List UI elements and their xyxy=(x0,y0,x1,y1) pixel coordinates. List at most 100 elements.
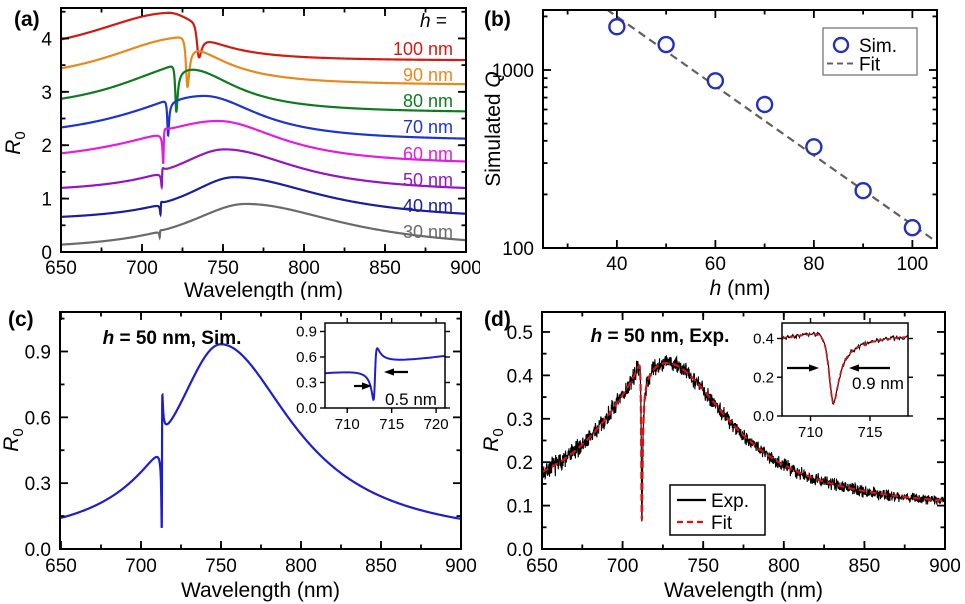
tspan: 900 xyxy=(445,556,477,577)
sim-data-point xyxy=(755,95,774,114)
panel-label-a: (a) xyxy=(14,8,40,31)
y-tick-label: 4 xyxy=(41,29,52,50)
tspan: 650 xyxy=(526,556,558,577)
inset-zoom: 710 715 720 0.0 0.3 0.6 0.9 0.5 nm xyxy=(296,318,450,433)
tspan: 60 xyxy=(705,254,726,275)
series-label-90nm: 90 nm xyxy=(403,65,453,85)
inset-plot-area xyxy=(782,331,908,405)
series-label-40nm: 40 nm xyxy=(403,196,453,216)
linewidth-annotation: 0.9 nm xyxy=(852,374,904,393)
tspan: 90 nm xyxy=(403,65,453,85)
legend-label-exp: Exp. xyxy=(711,491,749,512)
x-axis-title: Wavelength (nm) xyxy=(184,279,343,300)
series-curve-100nm xyxy=(61,11,466,62)
x-tick-label: 750 xyxy=(205,556,237,577)
axis-frame xyxy=(324,322,446,409)
y-tick-label: 1 xyxy=(41,190,52,211)
y-tick-label: 0.9 xyxy=(25,343,51,364)
series-curve-70nm xyxy=(61,94,466,140)
x-tick-label: 700 xyxy=(607,556,639,577)
panel-c-sim-spectrum-chart: 650 700 750 800 850 900 0.0 0.3 0.6 0.9 Wavelength… xyxy=(0,308,477,602)
sim-data-point xyxy=(805,138,823,156)
tspan: R xyxy=(480,437,503,452)
annotation-arrow-head xyxy=(849,364,859,372)
tspan: 40 xyxy=(606,254,627,275)
y-axis-title: R0 xyxy=(480,428,507,452)
legend-label-fit: Fit xyxy=(711,513,733,534)
sim-data-point xyxy=(854,181,872,200)
y-tick-label: 0.0 xyxy=(507,540,533,561)
tspan: Fit xyxy=(859,55,881,76)
series-curve-50nm xyxy=(61,148,466,191)
tspan: 1000 xyxy=(492,61,534,82)
tspan: 0 xyxy=(41,243,52,264)
tspan: R xyxy=(0,437,23,452)
inset-fit-curve xyxy=(782,333,907,404)
tspan: 750 xyxy=(207,258,239,279)
inset-y-tick-label: 0.6 xyxy=(296,349,317,366)
tspan: 750 xyxy=(687,556,719,577)
panel-label-c: (c) xyxy=(8,308,34,331)
x-tick-label: 700 xyxy=(125,556,157,577)
tspan: Sim. xyxy=(859,36,897,57)
x-tick-label: 750 xyxy=(687,556,719,577)
x-tick-label: 60 xyxy=(705,254,726,275)
tspan: h xyxy=(103,328,115,349)
annotation-arrow-head xyxy=(384,368,394,376)
x-tick-label: 850 xyxy=(365,556,397,577)
tspan: 60 nm xyxy=(403,144,453,164)
sim-data-point xyxy=(657,35,675,54)
tspan: 0.2 xyxy=(507,453,533,474)
tspan: 800 xyxy=(768,556,800,577)
tspan: 100 xyxy=(502,239,534,260)
tspan: 0 xyxy=(10,428,27,436)
x-tick-label: 40 xyxy=(606,254,627,275)
x-tick-label: 800 xyxy=(285,556,317,577)
inset-bg xyxy=(780,321,910,418)
series-label-50nm: 50 nm xyxy=(403,170,453,190)
legend-label-sim: Sim. xyxy=(859,36,897,57)
inset-zoom: 710 715 0.0 0.2 0.4 0.9 nm xyxy=(753,318,913,441)
tspan: 700 xyxy=(607,556,639,577)
panel-label-b: (b) xyxy=(484,8,511,31)
y-tick-label: 2 xyxy=(41,136,52,157)
inset-x-tick-label: 715 xyxy=(857,424,882,441)
tspan: 715 xyxy=(857,424,882,441)
tspan: (nm) xyxy=(721,277,770,300)
panel-d-exp-spectrum-chart: 650 700 750 800 850 900 0.0 0.1 0.2 0.3 0.4 0.5 Wave… xyxy=(480,308,961,602)
x-tick-label: 850 xyxy=(369,258,401,279)
x-tick-label: 650 xyxy=(45,556,77,577)
tspan: 0.0 xyxy=(296,400,317,417)
x-axis-title: Wavelength (nm) xyxy=(664,579,823,602)
x-tick-label: 650 xyxy=(45,258,77,279)
tspan: 2 xyxy=(41,136,52,157)
x-tick-label: 850 xyxy=(849,556,881,577)
series-curve-60nm xyxy=(61,119,466,165)
chart-title: h = 50 nm, Exp. xyxy=(591,326,730,347)
tspan: (b) xyxy=(484,8,511,31)
series-curve-80nm xyxy=(61,65,466,114)
tspan: Simulated xyxy=(482,88,505,187)
tspan: 710 xyxy=(798,424,823,441)
legend-box xyxy=(669,484,766,536)
series-label-30nm: 30 nm xyxy=(403,222,453,242)
tspan: Exp. xyxy=(711,491,749,512)
y-tick-label: 0.3 xyxy=(25,474,51,495)
y-tick-label: 100 xyxy=(502,239,534,260)
x-tick-label: 900 xyxy=(929,556,961,577)
tspan: R xyxy=(2,140,25,155)
tspan: 100 nm xyxy=(393,39,453,59)
inset-bg xyxy=(323,321,447,410)
axis-frame xyxy=(542,9,938,249)
y-tick-label: 0.1 xyxy=(507,497,533,518)
tspan: 650 xyxy=(45,556,77,577)
inset-x-tick-label: 710 xyxy=(335,416,360,433)
y-axis-title: R0 xyxy=(0,428,27,452)
tspan: = xyxy=(431,11,447,32)
tspan: 0.4 xyxy=(507,366,534,387)
tspan: 0.3 xyxy=(296,375,317,392)
tspan: 700 xyxy=(126,258,158,279)
inset-plot-area xyxy=(325,347,445,402)
inset-y-tick-label: 0.0 xyxy=(296,400,317,417)
